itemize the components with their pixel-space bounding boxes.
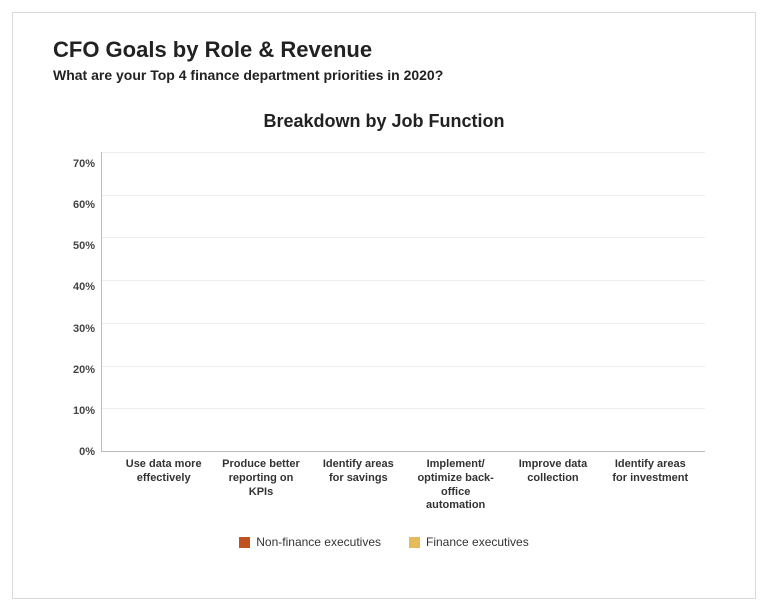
grid-line <box>102 152 705 153</box>
legend-swatch <box>409 537 420 548</box>
x-label: Identify areas for investment <box>610 458 690 513</box>
chart-area: 70%60%50%40%30%20%10%0% <box>73 152 705 452</box>
page-subtitle: What are your Top 4 finance department p… <box>53 67 715 83</box>
y-tick: 40% <box>73 281 95 293</box>
y-tick: 60% <box>73 199 95 211</box>
x-label: Identify areas for savings <box>318 458 398 513</box>
grid-line <box>102 323 705 324</box>
legend-swatch <box>239 537 250 548</box>
x-label: Implement/ optimize back-office automati… <box>416 458 496 513</box>
chart-card: CFO Goals by Role & Revenue What are you… <box>12 12 756 599</box>
legend-item: Finance executives <box>409 535 529 549</box>
plot-area <box>101 152 705 452</box>
grid-line <box>102 366 705 367</box>
y-tick: 20% <box>73 364 95 376</box>
y-tick: 50% <box>73 240 95 252</box>
x-label: Produce better reporting on KPIs <box>221 458 301 513</box>
legend-label: Non-finance executives <box>256 535 381 549</box>
y-axis: 70%60%50%40%30%20%10%0% <box>73 152 101 452</box>
y-tick: 70% <box>73 158 95 170</box>
bars-container <box>102 152 705 451</box>
chart-title: Breakdown by Job Function <box>53 111 715 132</box>
grid-line <box>102 280 705 281</box>
y-tick: 10% <box>73 405 95 417</box>
y-tick: 30% <box>73 323 95 335</box>
legend: Non-finance executives Finance executives <box>53 535 715 549</box>
grid-line <box>102 195 705 196</box>
y-tick: 0% <box>79 446 95 458</box>
grid-line <box>102 408 705 409</box>
page-title: CFO Goals by Role & Revenue <box>53 37 715 63</box>
x-label: Improve data collection <box>513 458 593 513</box>
legend-item: Non-finance executives <box>239 535 381 549</box>
grid-line <box>102 237 705 238</box>
x-axis-labels: Use data more effectively Produce better … <box>109 458 705 513</box>
x-label: Use data more effectively <box>124 458 204 513</box>
legend-label: Finance executives <box>426 535 529 549</box>
